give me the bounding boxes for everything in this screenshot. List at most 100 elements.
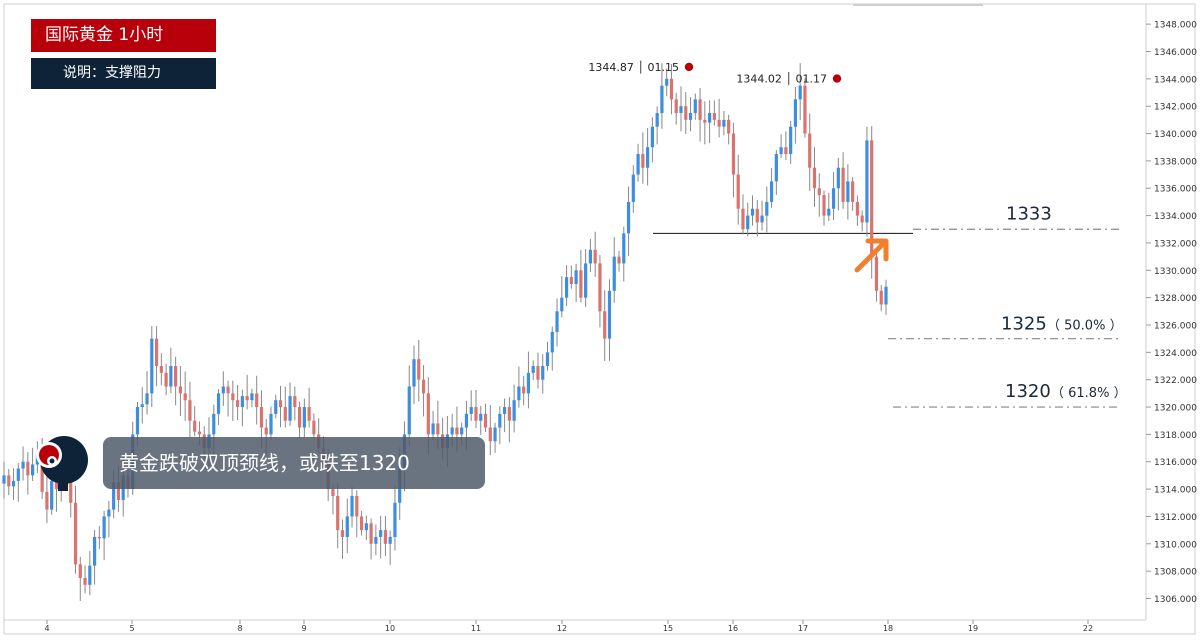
candle-body [107,509,111,517]
candle-body [612,256,616,291]
candle-body [688,113,693,120]
candle-body [50,480,54,510]
candlestick-series [2,63,888,601]
candle-body [574,270,578,284]
candle-body [650,126,654,148]
candle-body [631,174,635,202]
candle-body [536,366,540,380]
candle-body [421,379,426,394]
candle-body [174,366,178,387]
candle-body [760,215,764,223]
candle-body [45,491,49,510]
level-pct-1325: （ 50.0% ） [1047,319,1123,334]
candle-body [703,119,707,123]
y-tick-label: 1344.000 [1154,75,1197,85]
candle-body [550,331,554,353]
candle-body [154,338,159,367]
candle-body [784,147,788,155]
candle-body [541,366,545,380]
candle-body [193,420,197,432]
candle-body [789,126,793,155]
candle-body [102,516,106,539]
candle-body [464,413,469,428]
candle-body [493,427,497,442]
y-tick-label: 1346.000 [1154,48,1197,58]
candle-body [607,290,612,339]
candle-body [836,167,840,189]
candle-body [722,119,726,127]
candle-body [479,413,483,421]
candle-body [579,270,583,298]
candle-body [531,366,535,373]
arrow-icon [854,238,889,273]
y-tick-label: 1348.000 [1154,21,1197,31]
candle-body [460,427,464,435]
candle-body [812,167,817,189]
candle-body [569,277,573,284]
x-tick-label: 12 [557,624,567,633]
candle-body [564,277,569,298]
chart-frame [3,3,1196,635]
candle-body [502,407,507,414]
y-tick-label: 1322.000 [1154,376,1197,386]
candle-body [617,256,621,264]
peak-marker [684,62,694,72]
candle-body [603,311,607,339]
candle-body [555,311,559,332]
candle-body [164,372,168,387]
candle-body [2,475,6,484]
x-tick-label: 17 [798,624,808,633]
candle-body [831,188,836,209]
candle-body [274,400,278,414]
x-tick-label: 16 [728,624,738,633]
candle-body [169,366,173,387]
x-tick-label: 10 [385,624,395,633]
level-pct-1320: （ 61.8% ） [1051,386,1127,401]
candle-body [226,386,230,394]
candle-body [92,536,97,566]
candle-body [483,413,488,428]
x-tick-label: 11 [471,624,481,633]
candle-body [855,201,859,216]
candle-body [83,577,87,585]
candle-body [879,290,883,305]
candle-body [884,286,888,305]
candle-body [793,99,798,127]
candle-body [97,536,101,539]
y-tick-label: 1338.000 [1154,157,1197,167]
annotations: 1333 1325 （ 50.0% ） 1320 （ 61.8% ） 1344.87 │ … [588,60,1126,402]
candle-body [426,393,430,435]
level-lines [653,228,1120,408]
level-label-1325: 1325 [1001,314,1047,335]
candle-body [336,495,340,531]
candle-body [684,106,688,120]
candle-body [197,431,202,435]
candle-body [231,393,235,401]
candle-body [359,516,364,531]
candle-body [302,407,306,428]
candle-body [560,297,564,312]
x-tick-label: 4 [44,624,49,633]
candle-body [636,154,640,175]
candle-body [345,516,349,537]
candle-body [379,530,383,537]
candle-body [841,167,845,202]
candle-body [488,427,492,442]
candle-body [498,413,502,428]
candle-body [140,404,144,408]
candle-body [708,113,712,123]
candle-body [665,78,669,86]
candle-body [54,480,59,490]
y-tick-label: 1306.000 [1154,595,1197,605]
candle-body [7,475,11,487]
candle-body [312,420,316,435]
candle-body [259,407,264,428]
candle-body [240,396,244,408]
candle-body [293,396,297,408]
x-tick-label: 15 [663,624,673,633]
candle-body [593,249,597,264]
candle-body [88,565,92,585]
candle-body [288,396,292,421]
candle-body [417,359,421,380]
